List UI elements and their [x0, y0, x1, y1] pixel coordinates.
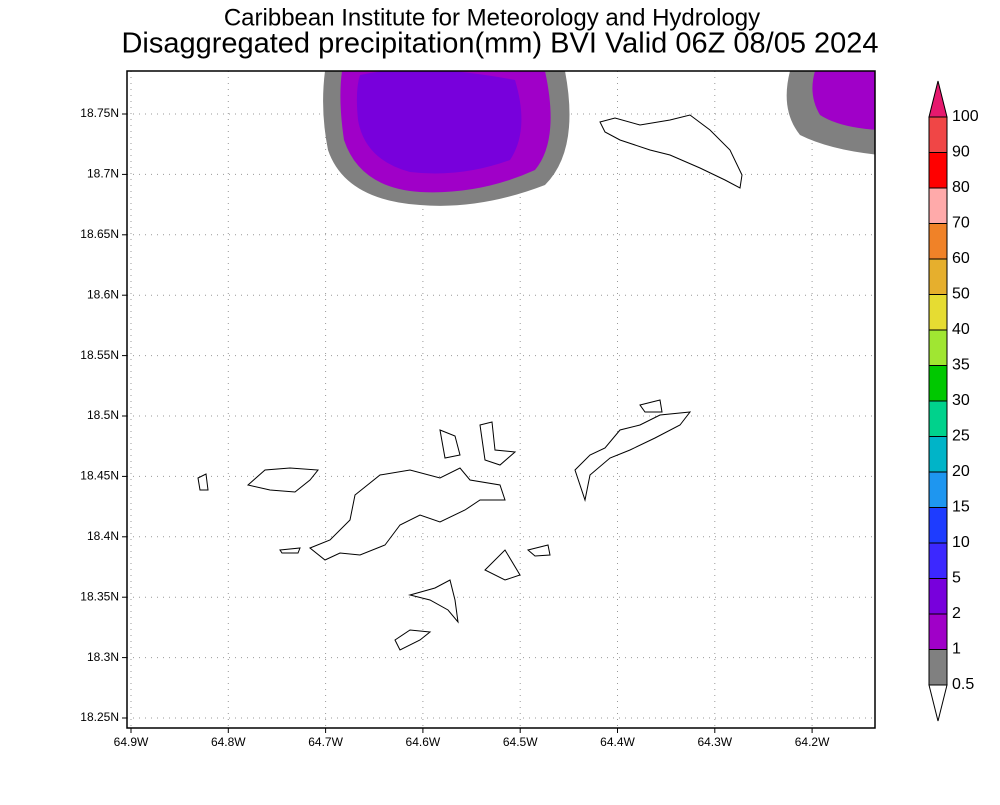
y-tick-label: 18.25N	[80, 710, 119, 724]
colorbar-box	[928, 400, 948, 437]
colorbar-box	[928, 542, 948, 579]
colorbar-box	[928, 436, 948, 473]
colorbar-label: 40	[952, 321, 970, 338]
colorbar-label: 10	[952, 534, 970, 551]
colorbar-box	[928, 613, 948, 650]
island	[479, 421, 517, 466]
colorbar-label: 5	[952, 570, 961, 587]
island	[309, 467, 506, 561]
x-tick-label: 64.7W	[308, 735, 343, 749]
colorbar-box	[928, 258, 948, 295]
island	[246, 467, 319, 493]
x-tick-label: 64.2W	[795, 735, 830, 749]
subtitle: Disaggregated precipitation(mm) BVI Vali…	[121, 28, 878, 60]
island	[439, 429, 461, 459]
colorbar-label: 15	[952, 499, 970, 516]
colorbar-box	[928, 187, 948, 224]
y-tick-label: 18.3N	[87, 650, 119, 664]
y-tick-label: 18.7N	[87, 167, 119, 181]
colorbar-box	[928, 116, 948, 153]
colorbar-box	[928, 649, 948, 686]
colorbar-box	[928, 223, 948, 260]
island	[639, 399, 663, 413]
colorbar-label: 60	[952, 250, 970, 267]
x-tick-label: 64.4W	[600, 735, 635, 749]
colorbar-label: 90	[952, 144, 970, 161]
colorbar-label: 1	[952, 641, 961, 658]
colorbar-label: 30	[952, 392, 970, 409]
colorbar-box	[928, 507, 948, 544]
y-tick-label: 18.6N	[87, 287, 119, 301]
y-tick-label: 18.4N	[87, 529, 119, 543]
colorbar-label: 70	[952, 215, 970, 232]
island	[408, 579, 459, 624]
x-tick-label: 64.5W	[503, 735, 538, 749]
precip-contour	[812, 71, 875, 130]
x-tick-label: 64.9W	[114, 735, 149, 749]
title: Caribbean Institute for Meteorology and …	[224, 4, 760, 31]
island	[279, 547, 301, 554]
colorbar-box	[928, 365, 948, 402]
island	[574, 411, 692, 502]
island	[394, 629, 432, 651]
precip-contour	[356, 71, 522, 174]
colorbar-triangle	[928, 684, 948, 722]
y-tick-label: 18.65N	[80, 227, 119, 241]
colorbar-box	[928, 294, 948, 331]
colorbar-box	[928, 471, 948, 508]
colorbar-label: 25	[952, 428, 970, 445]
y-tick-label: 18.45N	[80, 469, 119, 483]
x-tick-label: 64.6W	[406, 735, 441, 749]
grid	[122, 71, 875, 733]
colorbar-label: 2	[952, 605, 961, 622]
island	[526, 544, 551, 557]
colorbar-label: 35	[952, 357, 970, 374]
y-tick-label: 18.55N	[80, 348, 119, 362]
colorbar-box	[928, 578, 948, 615]
island	[484, 549, 521, 581]
colorbar-box	[928, 329, 948, 366]
colorbar-label: 0.5	[952, 676, 974, 693]
map-frame	[126, 70, 876, 729]
colorbar-label: 80	[952, 179, 970, 196]
x-tick-label: 64.3W	[697, 735, 732, 749]
colorbar-label: 100	[952, 108, 979, 125]
colorbar-label: 50	[952, 286, 970, 303]
y-tick-label: 18.5N	[87, 408, 119, 422]
y-tick-label: 18.75N	[80, 106, 119, 120]
colorbar-box	[928, 152, 948, 189]
x-tick-label: 64.8W	[211, 735, 246, 749]
island	[197, 473, 209, 491]
colorbar: 100 90 80 70 60 50 40 35 30 25 20 15 10 5 2 1 0.5	[928, 80, 979, 722]
islands	[197, 114, 743, 651]
island	[599, 114, 743, 189]
colorbar-label: 20	[952, 463, 970, 480]
precip-field	[323, 71, 875, 206]
y-tick-label: 18.35N	[80, 589, 119, 603]
